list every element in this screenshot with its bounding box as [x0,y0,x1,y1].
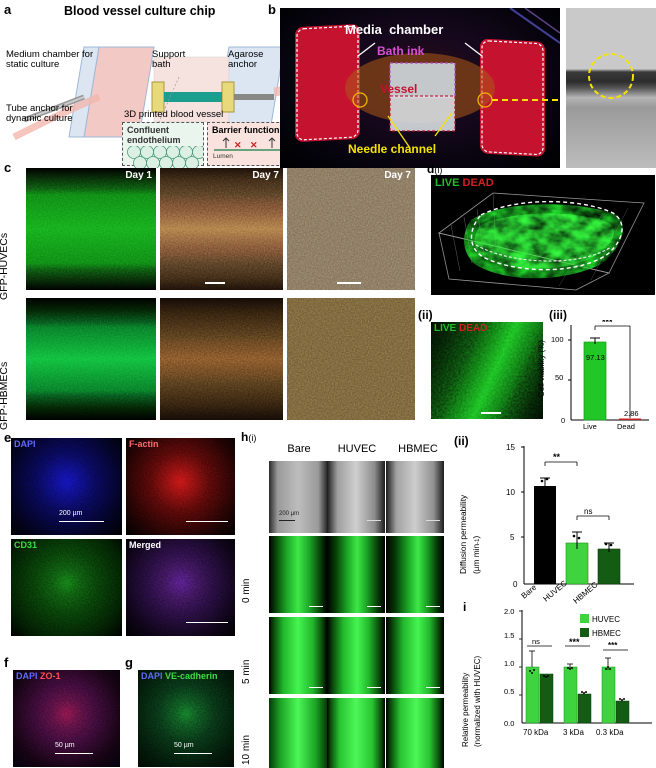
svg-text:15: 15 [506,444,515,452]
svg-text:1.5: 1.5 [504,631,514,640]
svg-text:***: *** [608,641,618,650]
svg-text:HBMEC: HBMEC [592,629,621,638]
svg-text:50: 50 [555,373,563,382]
svg-text:**: ** [553,452,561,462]
svg-text:0: 0 [513,580,518,589]
svg-text:***: *** [602,320,613,327]
svg-text:0.5: 0.5 [504,687,514,696]
svg-text:0: 0 [561,416,565,425]
svg-text:Lumen: Lumen [213,153,233,159]
svg-text:ns: ns [584,507,592,516]
svg-text:ns: ns [532,637,540,646]
svg-text:10: 10 [506,488,515,497]
svg-text:HUVEC: HUVEC [592,615,620,624]
svg-text:✕: ✕ [250,140,258,150]
svg-text:97.13: 97.13 [586,353,605,362]
svg-text:100: 100 [551,335,564,344]
svg-text:70 kDa: 70 kDa [523,728,549,737]
svg-text:0.0: 0.0 [504,719,514,728]
svg-text:Dead: Dead [617,422,635,430]
svg-text:0.3 kDa: 0.3 kDa [596,728,624,737]
svg-text:1.0: 1.0 [504,659,514,668]
svg-text:***: *** [569,637,580,647]
svg-text:3 kDa: 3 kDa [563,728,584,737]
svg-text:5: 5 [510,533,515,542]
svg-text:Live: Live [583,422,597,430]
svg-text:2.86: 2.86 [624,409,639,418]
svg-text:2.0: 2.0 [504,608,514,616]
svg-text:✕: ✕ [234,140,242,150]
